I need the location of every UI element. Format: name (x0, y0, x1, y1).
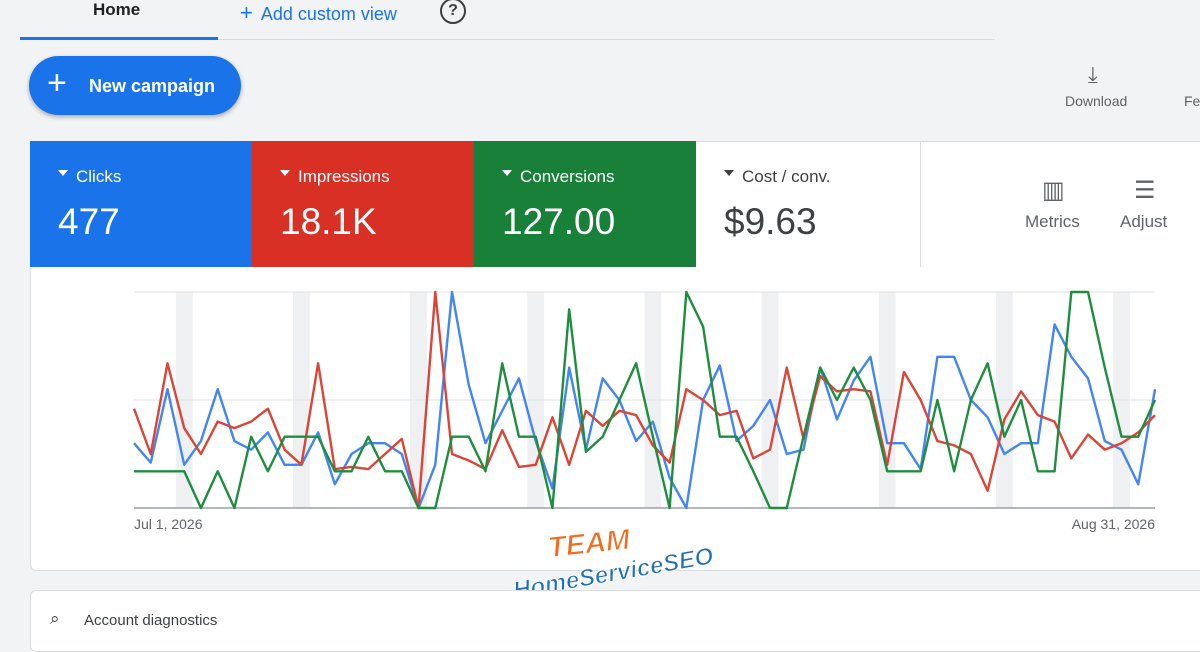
metric-label: Impressions (280, 167, 390, 187)
metric-card[interactable]: Impressions 18.1K (252, 141, 474, 267)
new-campaign-button[interactable]: + New campaign (29, 56, 241, 115)
page: Home + Add custom view ? + New campaign ⤓… (0, 0, 1200, 628)
cost-card[interactable]: Cost / conv. $9.63 (696, 141, 921, 267)
metrics-icon[interactable]: ▥ (1042, 177, 1065, 204)
metric-label: Conversions (502, 167, 615, 187)
metrics-button[interactable]: Metrics (1025, 212, 1080, 231)
series-line (132, 290, 1156, 510)
metric-value: 477 (58, 201, 120, 242)
metric-value: 127.00 (502, 201, 616, 242)
metric-label: Clicks (58, 167, 121, 187)
diagnostics-label[interactable]: Account diagnostics (84, 612, 218, 629)
home-tab[interactable]: Home (93, 0, 141, 19)
x-tick-label: Jul 1, 2026 (134, 516, 203, 532)
diagnostics-icon: ⌕ (50, 609, 60, 628)
chart: Jul 1, 2026 Aug 31, 2026 (132, 290, 1157, 532)
help-icon[interactable]: ? (440, 0, 466, 24)
cost-label: Cost / conv. (724, 167, 831, 187)
metric-value: 18.1K (280, 201, 377, 242)
tab-divider (218, 39, 995, 40)
plus-icon: + (47, 64, 67, 102)
button-label: New campaign (89, 76, 216, 96)
x-tick-label: Aug 31, 2026 (1072, 516, 1156, 532)
adjust-button[interactable]: Adjust (1120, 212, 1168, 231)
add-view-label: Add custom view (260, 4, 397, 24)
feedback-label[interactable]: Fe (1184, 93, 1200, 109)
plus-icon: + (240, 0, 253, 25)
add-view[interactable]: + Add custom view (240, 0, 397, 26)
adjust-icon[interactable]: ☰ (1134, 177, 1156, 204)
tab-underline (20, 37, 218, 40)
series-line (134, 290, 1157, 510)
metric-card[interactable]: Conversions 127.00 (474, 141, 696, 267)
download-label[interactable]: Download (1065, 93, 1128, 109)
metric-card[interactable]: Clicks 477 (30, 141, 252, 267)
download-icon[interactable]: ⤓ (1088, 62, 1098, 87)
cost-value: $9.63 (724, 201, 817, 242)
